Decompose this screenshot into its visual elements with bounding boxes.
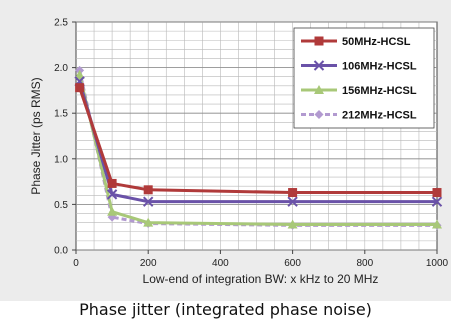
data-point: [288, 188, 298, 198]
legend: 50MHz-HCSL 106MHz-HCSL 156MHz-HCSL 212MHz-H…: [293, 27, 435, 129]
x-tick-label: 800: [356, 258, 373, 269]
legend-item: 212MHz-HCSL: [301, 110, 417, 122]
y-tick-label: 2.0: [54, 63, 68, 74]
data-point: [143, 217, 154, 227]
y-tick-label: 0.0: [54, 246, 68, 257]
y-tick-label: 0.5: [54, 200, 68, 211]
data-point: [432, 188, 442, 198]
legend-item: 156MHz-HCSL: [301, 85, 417, 97]
legend-label: 50MHz-HCSL: [342, 36, 411, 48]
x-tick-label: 1000: [426, 258, 449, 269]
x-tick-label: 200: [140, 258, 157, 269]
legend-item: 106MHz-HCSL: [301, 60, 417, 73]
y-tick-label: 1.5: [54, 109, 68, 120]
data-point: [287, 219, 298, 229]
x-tick-label: 0: [73, 258, 79, 269]
data-point: [107, 178, 117, 188]
legend-label: 212MHz-HCSL: [342, 110, 417, 122]
data-point: [106, 189, 118, 200]
data-point: [432, 219, 442, 229]
x-axis-title: Low-end of integration BW: x kHz to 20 M…: [143, 272, 379, 286]
x-tick-label: 400: [212, 258, 229, 269]
data-point: [107, 206, 118, 216]
legend-label: 156MHz-HCSL: [342, 85, 417, 97]
data-point: [287, 196, 298, 207]
legend-item: 50MHz-HCSL: [301, 36, 411, 48]
data-point: [431, 196, 443, 207]
legend-label: 106MHz-HCSL: [342, 61, 417, 73]
data-point: [143, 185, 153, 195]
jitter-chart: 0.0 0.5 1.0 1.5 2.0 2.5 0 200 400 600 800 1000 Low-e…: [29, 18, 449, 287]
legend-marker: [314, 110, 324, 119]
chart-frame: 0.0 0.5 1.0 1.5 2.0 2.5 0 200 400 600 800 1000 Low-e…: [0, 0, 451, 301]
figure-caption: Phase jitter (integrated phase noise): [79, 300, 372, 319]
legend-marker: [314, 85, 324, 94]
data-point: [74, 69, 85, 79]
y-axis-title: Phase Jitter (ps RMS): [29, 77, 43, 194]
data-point: [75, 83, 85, 93]
y-tick-label: 1.0: [54, 154, 68, 165]
legend-marker: [314, 36, 324, 46]
x-tick-label: 600: [284, 258, 301, 269]
series-106mhz-hcsl: [74, 76, 443, 207]
series-156mhz-hcsl: [74, 69, 442, 229]
data-point: [142, 196, 154, 207]
y-tick-label: 2.5: [54, 18, 68, 29]
series-50mhz-hcsl: [75, 83, 442, 198]
legend-marker: [313, 60, 325, 71]
